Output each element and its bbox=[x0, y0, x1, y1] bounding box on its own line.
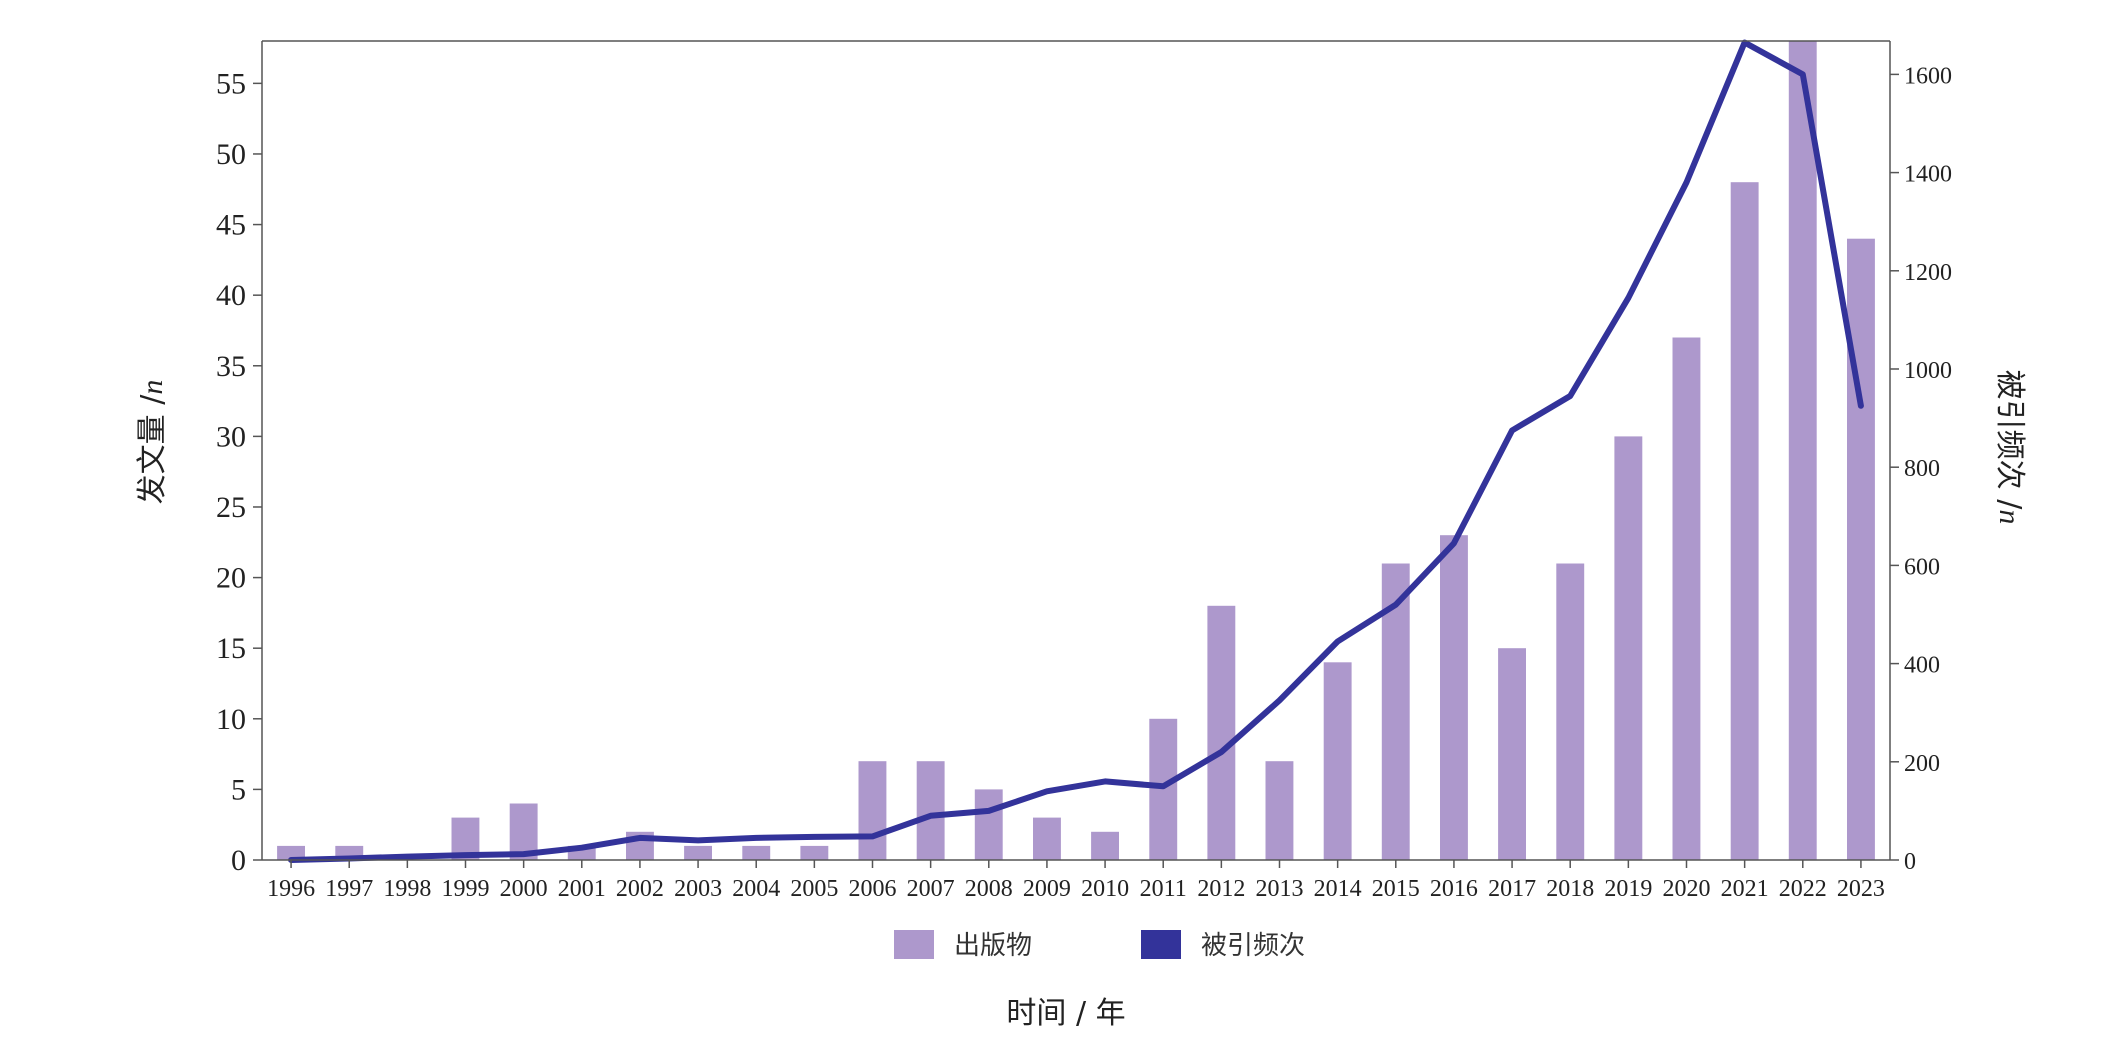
x-tick-label-2010: 2010 bbox=[1081, 876, 1129, 902]
x-tick-label-2015: 2015 bbox=[1372, 876, 1420, 902]
bar-2018 bbox=[1556, 563, 1585, 860]
y-axis-title-right-unit: n bbox=[1993, 509, 2026, 524]
y-left-tick-label-55: 55 bbox=[216, 67, 246, 100]
x-tick-label-1997: 1997 bbox=[325, 876, 373, 902]
y-right-tick-label-400: 400 bbox=[1904, 653, 1940, 679]
bar-2012 bbox=[1207, 605, 1236, 860]
x-tick-label-2013: 2013 bbox=[1256, 876, 1304, 902]
y-right-tick-label-1600: 1600 bbox=[1904, 63, 1952, 89]
legend-label-publications: 出版物 bbox=[954, 931, 1032, 961]
bar-1996 bbox=[277, 845, 305, 860]
x-tick-label-1998: 1998 bbox=[383, 876, 431, 902]
bar-2006 bbox=[858, 761, 887, 860]
x-tick-label-2012: 2012 bbox=[1197, 876, 1245, 902]
x-tick-label-2007: 2007 bbox=[907, 876, 955, 902]
bar-2019 bbox=[1614, 436, 1643, 860]
ticks: 0 5 10 15 20 25 30 35 40 45 50 55 0 200 400 600 800 1000 1… bbox=[216, 63, 1952, 902]
x-tick-label-2011: 2011 bbox=[1140, 876, 1187, 902]
y-right-tick-label-1200: 1200 bbox=[1904, 260, 1952, 286]
x-tick-label-2022: 2022 bbox=[1779, 876, 1827, 902]
bar-2017 bbox=[1498, 648, 1526, 860]
bar-2007 bbox=[916, 761, 945, 860]
x-tick-label-2018: 2018 bbox=[1546, 876, 1594, 902]
bar-2022 bbox=[1788, 41, 1817, 860]
y-left-tick-label-25: 25 bbox=[216, 491, 246, 524]
bar-2020 bbox=[1672, 337, 1701, 860]
legend-swatch-publications bbox=[894, 930, 934, 959]
legend-label-citations: 被引频次 bbox=[1201, 931, 1305, 961]
y-left-tick-label-0: 0 bbox=[231, 844, 246, 877]
bar-2014 bbox=[1323, 662, 1352, 860]
x-tick-label-2003: 2003 bbox=[674, 876, 722, 902]
bar-2011 bbox=[1149, 718, 1178, 860]
y-left-tick-label-5: 5 bbox=[231, 773, 246, 806]
x-tick-label-2020: 2020 bbox=[1663, 876, 1711, 902]
x-tick-label-2017: 2017 bbox=[1488, 876, 1536, 902]
x-tick-label-2004: 2004 bbox=[732, 876, 780, 902]
x-tick-label-2016: 2016 bbox=[1430, 876, 1478, 902]
x-tick-label-2014: 2014 bbox=[1314, 876, 1362, 902]
bar-2021 bbox=[1730, 182, 1759, 860]
y-left-tick-label-35: 35 bbox=[216, 350, 246, 383]
y-axis-title-left: 发文量 /n bbox=[135, 380, 170, 505]
x-tick-label-1999: 1999 bbox=[442, 876, 490, 902]
y-right-tick-label-0: 0 bbox=[1904, 849, 1916, 875]
x-tick-label-2006: 2006 bbox=[849, 876, 897, 902]
bar-2004 bbox=[742, 845, 771, 860]
x-tick-label-2023: 2023 bbox=[1837, 876, 1885, 902]
y-right-tick-label-1400: 1400 bbox=[1904, 162, 1952, 188]
y-right-tick-label-600: 600 bbox=[1904, 554, 1940, 580]
y-right-tick-label-1000: 1000 bbox=[1904, 358, 1952, 384]
x-tick-label-2000: 2000 bbox=[500, 876, 548, 902]
x-tick-label-2001: 2001 bbox=[558, 876, 606, 902]
x-tick-label-2005: 2005 bbox=[790, 876, 838, 902]
x-axis-title: 时间 / 年 bbox=[1006, 996, 1125, 1031]
x-tick-label-2008: 2008 bbox=[965, 876, 1013, 902]
axes bbox=[261, 40, 1891, 861]
x-tick-label-2019: 2019 bbox=[1604, 876, 1652, 902]
y-left-tick-label-40: 40 bbox=[216, 279, 246, 312]
citation-line bbox=[288, 39, 1864, 863]
bar-2005 bbox=[800, 845, 829, 860]
y-left-tick-label-20: 20 bbox=[216, 562, 246, 595]
legend-swatch-citations bbox=[1141, 930, 1181, 959]
x-tick-label-2021: 2021 bbox=[1721, 876, 1769, 902]
bar-series bbox=[277, 41, 1875, 860]
bar-2016 bbox=[1440, 535, 1468, 860]
y-left-tick-label-50: 50 bbox=[216, 138, 246, 171]
x-tick-label-2009: 2009 bbox=[1023, 876, 1071, 902]
y-left-tick-label-45: 45 bbox=[216, 209, 246, 242]
x-tick-label-2002: 2002 bbox=[616, 876, 664, 902]
y-right-tick-label-200: 200 bbox=[1904, 751, 1940, 777]
bar-2023 bbox=[1847, 238, 1875, 860]
bar-2008 bbox=[974, 789, 1003, 860]
y-left-tick-label-15: 15 bbox=[216, 632, 246, 665]
bar-2009 bbox=[1033, 817, 1061, 860]
x-tick-label-1996: 1996 bbox=[267, 876, 315, 902]
legend: 出版物 被引频次 bbox=[894, 930, 1305, 961]
y-left-tick-label-30: 30 bbox=[216, 420, 246, 453]
bar-2003 bbox=[684, 845, 712, 860]
y-axis-title-left-unit: n bbox=[136, 380, 169, 395]
y-axis-title-right: 被引频次 /n bbox=[1992, 370, 2027, 525]
y-right-tick-label-800: 800 bbox=[1904, 456, 1940, 482]
line-series-layer bbox=[288, 39, 1864, 863]
y-left-tick-label-10: 10 bbox=[216, 703, 246, 736]
bar-2013 bbox=[1265, 761, 1294, 860]
bar-2010 bbox=[1091, 831, 1119, 860]
